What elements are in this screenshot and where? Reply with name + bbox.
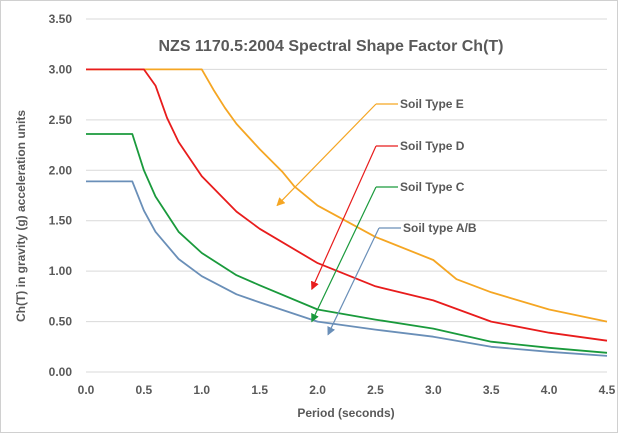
series-line-soil-type-e [86, 68, 608, 323]
annotation-label-soil-type-c: Soil Type C [400, 180, 465, 194]
x-tick-label: 0.5 [136, 383, 153, 397]
annotation-arrow [311, 186, 377, 323]
series-lines [86, 68, 608, 357]
y-tick-label: 0.00 [49, 365, 73, 379]
annotation-arrow [276, 103, 377, 207]
series-line-soil-type-c [86, 133, 608, 354]
x-tick-label: 4.0 [541, 383, 558, 397]
chart-title: NZS 1170.5:2004 Spectral Shape Factor Ch… [158, 38, 503, 55]
x-tick-label: 3.0 [425, 383, 442, 397]
annotation-label-soil-type-e: Soil Type E [400, 97, 464, 111]
x-tick-label: 1.0 [193, 383, 210, 397]
x-tick-label: 4.5 [599, 383, 616, 397]
y-tick-label: 2.50 [49, 113, 73, 127]
annotation-arrow [327, 227, 380, 336]
annotation-arrow [311, 145, 377, 291]
x-tick-label: 2.5 [367, 383, 384, 397]
x-tick-label: 1.5 [251, 383, 268, 397]
annotations: Soil Type E Soil Type D Soil Type C Soil ty… [276, 97, 477, 336]
y-tick-label: 0.50 [49, 315, 73, 329]
x-tick-label: 0.0 [78, 383, 95, 397]
annotation-label-soil-type-a-b: Soil type A/B [403, 221, 477, 235]
series-line-soil-type-a-b [86, 180, 608, 357]
series-line-soil-type-d [86, 68, 608, 342]
gridlines [86, 18, 607, 373]
annotation-label-soil-type-d: Soil Type D [400, 139, 465, 153]
y-tick-label: 1.00 [49, 264, 73, 278]
y-tick-label: 2.00 [49, 163, 73, 177]
x-axis-title: Period (seconds) [297, 406, 394, 420]
y-axis-title: Ch(T) in gravity (g) acceleration units [14, 110, 28, 322]
x-tick-label: 3.5 [483, 383, 500, 397]
y-tick-label: 3.00 [49, 62, 73, 76]
y-tick-label: 1.50 [49, 214, 73, 228]
x-tick-label: 2.0 [309, 383, 326, 397]
y-tick-label: 3.50 [49, 12, 73, 26]
axes: 0.00 0.50 1.00 1.50 2.00 2.50 3.00 3.50 0.0 0.5 1.… [49, 12, 616, 397]
